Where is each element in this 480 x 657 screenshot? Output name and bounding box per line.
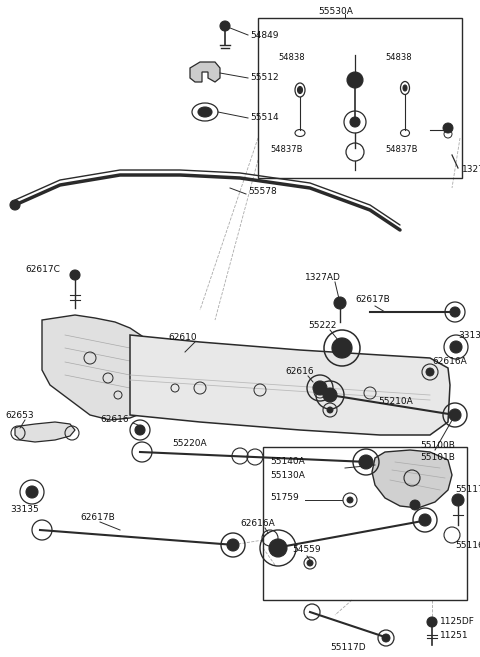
- Circle shape: [410, 500, 420, 510]
- Text: 62616: 62616: [100, 415, 129, 424]
- Text: 62617B: 62617B: [355, 296, 390, 304]
- Text: 55530A: 55530A: [318, 7, 353, 16]
- Bar: [258, 18, 462, 178]
- Circle shape: [334, 297, 346, 309]
- Text: 62616A: 62616A: [240, 518, 275, 528]
- Text: 55101B: 55101B: [420, 453, 455, 463]
- Text: 62610: 62610: [168, 334, 197, 342]
- Text: 55220A: 55220A: [172, 440, 206, 449]
- Circle shape: [327, 407, 333, 413]
- Circle shape: [347, 497, 353, 503]
- Circle shape: [449, 409, 461, 421]
- Polygon shape: [130, 335, 450, 435]
- Text: 55130A: 55130A: [270, 470, 305, 480]
- Circle shape: [350, 117, 360, 127]
- Text: 55514: 55514: [250, 114, 278, 122]
- Circle shape: [220, 21, 230, 31]
- Circle shape: [450, 341, 462, 353]
- Circle shape: [227, 539, 239, 551]
- Polygon shape: [42, 315, 152, 420]
- Text: 54838: 54838: [278, 53, 305, 62]
- Text: 54849: 54849: [250, 30, 278, 39]
- Text: 62617B: 62617B: [80, 514, 115, 522]
- Circle shape: [10, 200, 20, 210]
- Polygon shape: [372, 450, 452, 508]
- Circle shape: [382, 634, 390, 642]
- Circle shape: [443, 123, 453, 133]
- Circle shape: [323, 388, 337, 402]
- Text: 1125DF: 1125DF: [440, 618, 475, 627]
- Text: 54559: 54559: [292, 545, 321, 555]
- Polygon shape: [190, 62, 220, 82]
- Text: 55117D: 55117D: [330, 643, 366, 652]
- Text: 54837B: 54837B: [270, 145, 302, 154]
- Text: 54838: 54838: [385, 53, 412, 62]
- Circle shape: [452, 494, 464, 506]
- Text: 1327AD: 1327AD: [305, 273, 341, 283]
- Text: 11251: 11251: [440, 631, 468, 639]
- Circle shape: [307, 560, 313, 566]
- Circle shape: [427, 617, 437, 627]
- Text: 55512: 55512: [250, 74, 278, 83]
- Circle shape: [313, 381, 327, 395]
- Text: 55210A: 55210A: [378, 397, 413, 407]
- Text: 51759: 51759: [270, 493, 299, 503]
- Text: 62653: 62653: [5, 411, 34, 420]
- Circle shape: [359, 455, 373, 469]
- Text: 55117D: 55117D: [455, 486, 480, 495]
- Circle shape: [426, 368, 434, 376]
- Ellipse shape: [198, 107, 212, 117]
- Text: 33135: 33135: [458, 330, 480, 340]
- Text: 62617C: 62617C: [25, 265, 60, 275]
- Text: 62616A: 62616A: [432, 357, 467, 367]
- Circle shape: [26, 486, 38, 498]
- Bar: [263, 447, 467, 600]
- Circle shape: [269, 539, 287, 557]
- Ellipse shape: [298, 87, 302, 93]
- Circle shape: [332, 338, 352, 358]
- Text: 55578: 55578: [248, 187, 277, 196]
- Circle shape: [135, 425, 145, 435]
- Text: 54837B: 54837B: [385, 145, 418, 154]
- Text: 55100B: 55100B: [420, 440, 455, 449]
- Text: 1327AD: 1327AD: [462, 166, 480, 175]
- Circle shape: [70, 270, 80, 280]
- Text: 55222: 55222: [308, 321, 336, 330]
- Ellipse shape: [403, 85, 407, 91]
- Text: 33135: 33135: [10, 505, 39, 514]
- Text: 55140A: 55140A: [270, 457, 305, 466]
- Text: 55116C: 55116C: [455, 541, 480, 549]
- Polygon shape: [15, 422, 75, 442]
- Circle shape: [450, 307, 460, 317]
- Circle shape: [347, 72, 363, 88]
- Circle shape: [419, 514, 431, 526]
- Text: 62616: 62616: [285, 367, 313, 376]
